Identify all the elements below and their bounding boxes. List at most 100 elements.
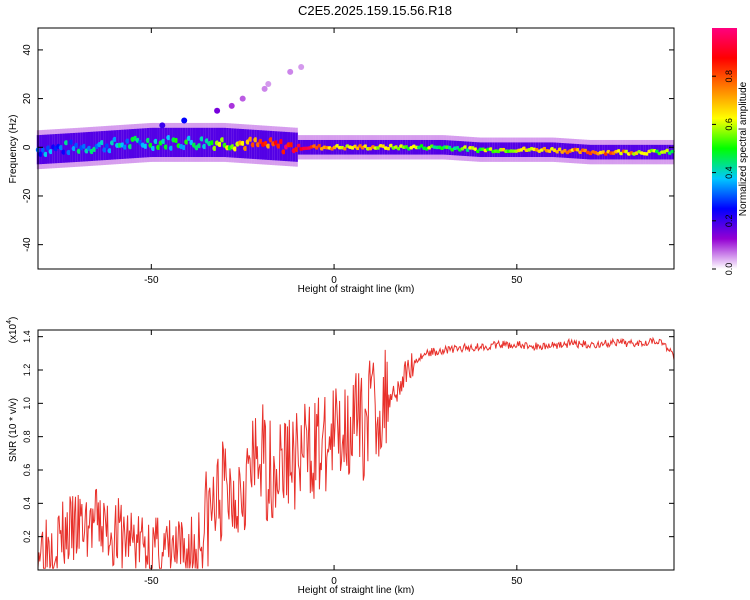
x-tick-label: -50: [144, 576, 159, 587]
heatmap-cell: [342, 146, 348, 151]
heatmap-cell: [296, 143, 302, 148]
heatmap-cell: [192, 127, 196, 158]
y-tick-label: 0.2: [22, 530, 32, 543]
colorbar-tick-label: 0.6: [724, 118, 734, 131]
snr-series-line: [37, 336, 675, 569]
x-tick-label: 50: [511, 275, 523, 286]
heatmap-cell: [166, 134, 171, 141]
heatmap-cell: [276, 143, 281, 149]
heatmap-cell: [49, 134, 53, 164]
heatmap-cell: [104, 143, 110, 149]
colorbar-tick-label: 0.4: [724, 166, 734, 179]
heatmap-cell: [282, 131, 286, 161]
heatmap-cell: [169, 127, 173, 158]
heatmap-cell: [228, 102, 235, 109]
colorbar-gradient: [712, 28, 737, 269]
heatmap-cell: [555, 150, 560, 154]
heatmap-cell: [203, 127, 206, 158]
heatmap-cell: [46, 145, 51, 151]
y-tick-label: 40: [22, 44, 33, 56]
spectrogram-y-ticks: -40 -20 0 20 40: [22, 44, 674, 252]
heatmap-cell: [159, 122, 166, 129]
heatmap-cell: [182, 127, 186, 158]
heatmap-cell: [616, 149, 622, 153]
heatmap-cell: [58, 144, 64, 151]
heatmap-cell: [77, 132, 81, 162]
heatmap-cell: [289, 142, 294, 148]
heatmap-cell: [181, 144, 187, 151]
heatmap-cell: [298, 63, 305, 70]
x-tick-label: 0: [331, 576, 337, 587]
heatmap-cell: [231, 128, 234, 158]
heatmap-cell: [164, 127, 168, 158]
heatmap-cell: [66, 149, 71, 156]
heatmap-cell: [279, 131, 283, 161]
heatmap-cell: [248, 136, 253, 142]
y-tick-label: 1.4: [22, 330, 32, 343]
heatmap-cell: [145, 137, 151, 143]
heatmap-cell: [465, 148, 471, 152]
heatmap-cell: [149, 127, 152, 158]
heatmap-cell: [112, 136, 117, 142]
heatmap-cell: [199, 136, 204, 142]
heatmap-cell: [102, 147, 107, 153]
heatmap-cell: [294, 146, 299, 153]
heatmap-cell: [150, 145, 156, 152]
colorbar: 0.0 0.2 0.4 0.6 0.8 Normalized spectral ampl…: [712, 28, 749, 275]
heatmap-cell: [100, 131, 104, 161]
snr-panel: -50 0 50 0.2 0.4 0.6 0.8 1.0 1.2 1.4 Height of s…: [6, 317, 675, 596]
heatmap-cell: [110, 140, 115, 146]
heatmap-cell: [93, 131, 96, 161]
heatmap-cell: [603, 152, 609, 156]
spectrogram-panel: -50 0 50 -40 -20 0 20 40 Height of straight li…: [8, 27, 675, 295]
colorbar-tick-label: 0.2: [724, 215, 734, 228]
heatmap-cell: [240, 140, 245, 146]
heatmap-cell: [386, 146, 391, 151]
heatmap-cell: [644, 152, 650, 156]
heatmap-cell: [243, 145, 248, 152]
snr-y-ticks: 0.2 0.4 0.6 0.8 1.0 1.2 1.4: [22, 330, 674, 543]
heatmap-cell: [396, 146, 401, 151]
heatmap-cell: [144, 128, 147, 158]
colorbar-ticks: 0.0 0.2 0.4 0.6 0.8: [712, 70, 734, 275]
heatmap-cell: [253, 137, 258, 143]
heatmap-cell: [99, 139, 105, 146]
heatmap-cell: [239, 95, 246, 102]
heatmap-cell: [81, 143, 87, 149]
snr-y-label: SNR (10 * v/v): [8, 398, 19, 462]
heatmap-cell: [187, 127, 191, 158]
heatmap-cell: [85, 132, 89, 162]
snr-x-label: Height of straight line (km): [298, 585, 415, 596]
heatmap-cell: [163, 144, 169, 150]
heatmap-cell: [168, 145, 174, 151]
heatmap-cell: [250, 142, 256, 148]
heatmap-cell: [64, 133, 68, 163]
heatmap-cell: [40, 147, 46, 153]
spectrogram-y-label: Frequency (Hz): [8, 115, 19, 184]
heatmap-cell: [70, 133, 73, 163]
spectrogram-frame: [37, 27, 675, 270]
heatmap-cell: [200, 127, 204, 158]
heatmap-cell: [261, 85, 268, 92]
heatmap-cell: [463, 145, 468, 149]
heatmap-cell: [153, 138, 158, 144]
heatmap-cell: [195, 127, 199, 158]
heatmap-cell: [43, 151, 48, 157]
heatmap-cell: [63, 140, 69, 146]
heatmap-cell: [249, 129, 252, 159]
heatmap-cell: [151, 127, 155, 158]
heatmap-cell: [278, 138, 284, 145]
heatmap-cell: [76, 148, 82, 154]
heatmap-cell: [268, 137, 274, 143]
spectrogram-x-ticks: -50 0 50: [144, 28, 523, 286]
heatmap-cell: [62, 133, 65, 163]
heatmap-cell: [113, 130, 117, 160]
heatmap-cell: [220, 137, 225, 143]
heatmap-cell: [214, 107, 221, 114]
heatmap-cell: [355, 146, 361, 151]
heatmap-cell: [128, 129, 132, 159]
heatmap-cell: [136, 128, 140, 158]
heatmap-cell: [226, 128, 229, 158]
heatmap-cells: [35, 63, 675, 170]
heatmap-cell: [39, 134, 42, 165]
